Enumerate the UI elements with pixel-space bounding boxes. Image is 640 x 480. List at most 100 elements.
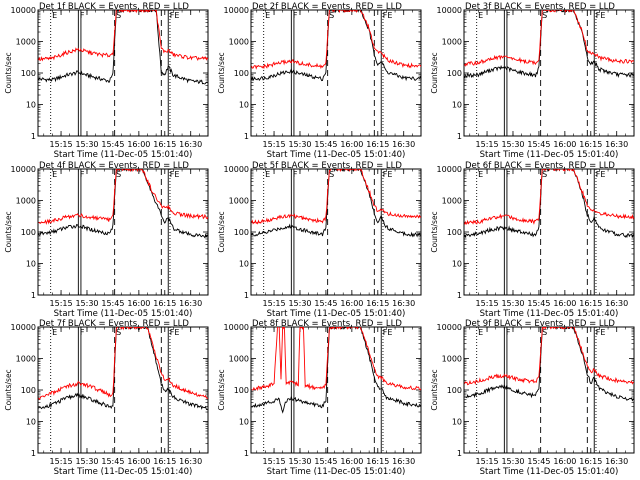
y-tick-label: 1: [244, 449, 249, 458]
state-marker-label: E: [478, 11, 483, 20]
x-tick-label: 15:45: [527, 299, 550, 308]
panel-title: Det 5f BLACK = Events, RED = LLD: [252, 161, 402, 171]
y-tick-label: 10: [452, 101, 462, 110]
detector-panel-8: 1 10 100 1000 10000 15:15 15:30 15:45 16:00 16:15…: [217, 319, 422, 477]
x-tick-label: 15:45: [101, 140, 124, 149]
y-tick-label: 1: [244, 291, 249, 300]
state-marker-label: S: [542, 328, 547, 337]
x-tick-label: 16:00: [127, 457, 150, 466]
series-line-events: [464, 169, 634, 239]
y-axis-label: Counts/sec: [430, 211, 439, 252]
x-tick-label: 15:30: [288, 457, 311, 466]
y-tick-label: 10: [452, 260, 462, 269]
state-marker-label: FE: [170, 11, 180, 20]
y-tick-label: 1000: [442, 38, 462, 47]
x-tick-label: 16:00: [340, 299, 363, 308]
detector-panel-7: 1 10 100 1000 10000 15:15 15:30 15:45 16:00 16:15…: [4, 319, 209, 477]
series-line-events: [464, 327, 634, 402]
x-tick-label: 15:45: [314, 299, 337, 308]
x-tick-label: 15:15: [263, 140, 286, 149]
state-marker-label: FE: [383, 170, 393, 179]
x-tick-label: 16:15: [366, 140, 389, 149]
x-tick-label: 16:00: [553, 299, 576, 308]
y-tick-label: 10000: [437, 6, 462, 15]
y-tick-label: 10000: [11, 323, 36, 332]
x-tick-label: 16:30: [392, 457, 415, 466]
series-line-lld: [251, 10, 421, 70]
state-marker-label: S: [542, 11, 547, 20]
x-tick-label: 16:00: [553, 457, 576, 466]
state-marker-label: FE: [383, 11, 393, 20]
x-tick-label: 15:30: [501, 457, 524, 466]
y-tick-label: 1: [457, 291, 462, 300]
state-marker-label: S: [116, 170, 121, 179]
panel-title: Det 8f BLACK = Events, RED = LLD: [252, 319, 402, 329]
series-line-lld: [464, 169, 634, 225]
y-tick-label: 1: [244, 132, 249, 141]
state-marker-label: E: [52, 170, 57, 179]
y-tick-label: 1: [31, 132, 36, 141]
state-marker-label: S: [542, 170, 547, 179]
x-tick-label: 16:30: [179, 140, 202, 149]
y-tick-label: 10: [452, 418, 462, 427]
x-tick-label: 15:30: [75, 457, 98, 466]
x-axis-label: Start Time (11-Dec-05 15:01:40): [480, 467, 619, 477]
x-tick-label: 15:30: [75, 299, 98, 308]
y-tick-label: 100: [234, 69, 249, 78]
x-tick-label: 16:00: [553, 140, 576, 149]
y-tick-label: 10000: [224, 323, 249, 332]
state-marker-label: F: [506, 170, 511, 179]
x-tick-label: 15:30: [288, 299, 311, 308]
y-tick-label: 1000: [442, 355, 462, 364]
x-tick-label: 15:15: [50, 299, 73, 308]
x-tick-label: 15:30: [288, 140, 311, 149]
y-tick-label: 100: [447, 228, 462, 237]
y-tick-label: 1000: [229, 38, 249, 47]
state-marker-label: F: [293, 11, 298, 20]
x-tick-label: 16:30: [605, 299, 628, 308]
panel-title: Det 3f BLACK = Events, RED = LLD: [465, 2, 615, 12]
y-axis-label: Counts/sec: [430, 369, 439, 410]
plot-frame: [37, 9, 209, 137]
x-tick-label: 15:30: [501, 299, 524, 308]
y-tick-label: 1000: [442, 197, 462, 206]
detector-panel-1: 1 10 100 1000 10000 15:15 15:30 15:45 16:00 16:15…: [4, 2, 209, 160]
series-line-events: [38, 327, 208, 410]
state-marker-label: F: [506, 328, 511, 337]
state-marker-label: FE: [596, 11, 606, 20]
state-marker-label: S: [329, 170, 334, 179]
state-marker-label: FE: [596, 170, 606, 179]
detector-panel-4: 1 10 100 1000 10000 15:15 15:30 15:45 16:00 16:15…: [4, 161, 209, 319]
state-marker-label: FE: [170, 328, 180, 337]
panel-title: Det 6f BLACK = Events, RED = LLD: [465, 161, 615, 171]
x-tick-label: 15:45: [101, 299, 124, 308]
state-marker-label: FE: [383, 328, 393, 337]
series-line-events: [464, 10, 634, 79]
state-marker-label: E: [265, 11, 270, 20]
series-line-lld: [464, 10, 634, 67]
x-tick-label: 16:30: [392, 299, 415, 308]
state-marker-label: F: [293, 170, 298, 179]
y-tick-label: 10: [239, 418, 249, 427]
x-tick-label: 16:30: [179, 299, 202, 308]
panel-title: Det 7f BLACK = Events, RED = LLD: [39, 319, 189, 329]
state-marker-label: F: [80, 11, 85, 20]
x-tick-label: 15:15: [476, 299, 499, 308]
state-marker-label: FE: [596, 328, 606, 337]
series-line-lld: [251, 169, 421, 225]
panel-title: Det 1f BLACK = Events, RED = LLD: [39, 2, 189, 12]
x-axis-label: Start Time (11-Dec-05 15:01:40): [480, 150, 619, 160]
series-line-events: [38, 10, 208, 85]
x-tick-label: 16:00: [340, 140, 363, 149]
x-tick-label: 16:30: [179, 457, 202, 466]
plot-frame: [250, 168, 422, 296]
state-marker-label: S: [116, 11, 121, 20]
y-tick-label: 1000: [229, 197, 249, 206]
x-tick-label: 16:15: [153, 299, 176, 308]
y-tick-label: 100: [234, 386, 249, 395]
x-axis-label: Start Time (11-Dec-05 15:01:40): [267, 309, 406, 319]
x-tick-label: 16:15: [366, 457, 389, 466]
y-tick-label: 100: [21, 228, 36, 237]
x-axis-label: Start Time (11-Dec-05 15:01:40): [54, 309, 193, 319]
state-marker-label: E: [478, 328, 483, 337]
